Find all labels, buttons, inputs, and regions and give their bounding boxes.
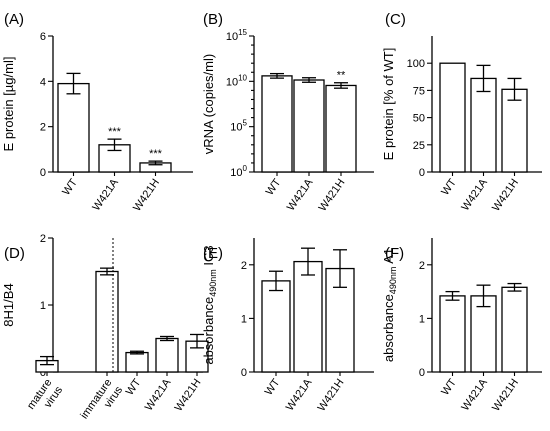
x-tick-label: W421H	[490, 377, 521, 414]
x-tick-label: W421A	[285, 176, 316, 213]
y-tick-label: 2	[241, 260, 247, 272]
x-tick-label: W421H	[131, 177, 162, 214]
x-tick-label: maturevirus	[25, 376, 65, 419]
bar-wt	[261, 280, 291, 373]
y-axis-label: 8H1/B4	[1, 283, 16, 326]
x-tick-label: W421A	[459, 176, 490, 213]
x-tick-label: WT	[263, 377, 283, 398]
bar-w421h	[501, 88, 528, 173]
x-tick-label: W421H	[317, 177, 348, 214]
y-tick-label: 1	[241, 313, 247, 325]
x-tick-label: WT	[439, 377, 459, 398]
bar-w421h	[501, 286, 528, 373]
y-tick-label: 1	[419, 313, 425, 325]
y-tick-label: 6	[40, 31, 46, 43]
y-tick-label: 0	[419, 367, 425, 379]
y-tick-label: 1015	[226, 28, 248, 43]
y-tick-label: 0	[40, 167, 46, 179]
bar-wt	[261, 75, 293, 173]
bar-immature-virus	[95, 270, 119, 373]
bar-wt	[125, 351, 149, 373]
significance-label: ***	[108, 126, 122, 138]
x-tick-label: immaturevirus	[78, 376, 125, 428]
panel-label: (E)	[203, 245, 223, 262]
x-tick-label: WT	[60, 177, 80, 198]
panel-label: (C)	[385, 11, 406, 28]
y-axis-label: E protein [% of WT]	[381, 48, 396, 161]
y-tick-label: 4	[40, 76, 46, 88]
y-tick-label: 25	[413, 140, 425, 152]
x-tick-label: W421A	[284, 376, 315, 413]
y-tick-label: 100	[230, 164, 247, 179]
panel-label: (B)	[203, 11, 223, 28]
y-tick-label: 2	[419, 260, 425, 272]
y-tick-label: 2	[40, 122, 46, 134]
bar-wt	[439, 295, 466, 373]
y-axis-label: vRNA (copies/ml)	[201, 54, 216, 154]
bar-w421h	[325, 84, 357, 173]
y-axis-label: absorbance490nm IC3	[201, 245, 218, 364]
y-tick-label: 1	[40, 300, 46, 312]
x-tick-label: W421A	[143, 376, 174, 413]
x-tick-label: WT	[124, 377, 144, 398]
y-tick-label: 50	[413, 113, 425, 125]
y-axis-label: absorbance490nm A1	[381, 248, 398, 362]
bar-wt	[439, 62, 466, 173]
y-tick-label: 105	[230, 119, 247, 134]
panel-c: (C) 0 25 50 75 100 WT W421A W421H	[385, 11, 542, 214]
bar-w421a	[293, 79, 325, 173]
x-tick-label: W421H	[316, 377, 347, 414]
x-tick-label: W421H	[173, 377, 204, 414]
y-tick-label: 2	[40, 233, 46, 245]
x-tick-label: WT	[264, 177, 284, 198]
y-tick-label: 0	[40, 367, 46, 379]
x-tick-label: W421A	[459, 376, 490, 413]
y-tick-label: 0	[241, 367, 247, 379]
panel-e: (E) 0 1 2 WT W421A W421H	[203, 238, 374, 414]
bar-w421a	[293, 260, 323, 373]
panel-label: (A)	[4, 11, 24, 28]
panel-label: (D)	[4, 245, 25, 262]
significance-label: ***	[149, 148, 163, 160]
x-tick-label: W421H	[490, 177, 521, 214]
panel-f: (F) 0 1 2 WT W421A W421H	[385, 238, 542, 414]
bar-w421a	[470, 77, 497, 173]
panel-b: (B) 100 105 1010 1015 WT W421A ** W421H	[203, 11, 374, 214]
significance-label: **	[337, 70, 346, 82]
y-tick-label: 100	[407, 58, 425, 70]
bar-w421a	[470, 295, 497, 373]
bar-wt	[57, 82, 90, 173]
panel-a: (A) 0 2 4 6 WT *** W421A *** W421H	[4, 11, 193, 214]
x-tick-label: W421A	[90, 176, 121, 213]
panel-label: (F)	[385, 245, 404, 262]
y-tick-label: 1010	[226, 73, 248, 88]
bar-w421a	[155, 337, 179, 373]
y-tick-label: 0	[419, 167, 425, 179]
y-axis-label: E protein [µg/ml]	[1, 57, 16, 152]
x-tick-label: WT	[439, 177, 459, 198]
y-tick-label: 75	[413, 85, 425, 97]
